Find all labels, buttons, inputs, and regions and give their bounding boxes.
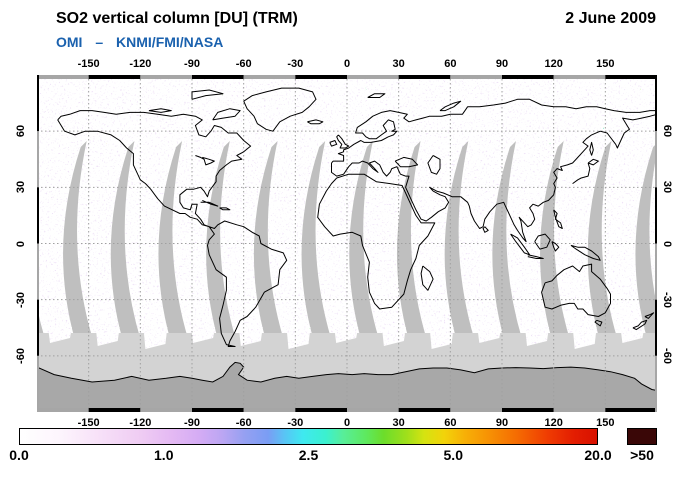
lon-tick-label-top: 120 xyxy=(544,58,563,70)
siberia-noise-band xyxy=(317,125,657,143)
lon-tick-label-bottom: -30 xyxy=(287,417,304,429)
coastlines xyxy=(57,87,657,347)
lat-tick-label-left: -30 xyxy=(15,291,27,308)
zebra-frame xyxy=(37,75,657,412)
lon-tick-label-top: 30 xyxy=(392,58,405,70)
lat-tick-label-right: 60 xyxy=(661,125,673,138)
figure-title: SO2 vertical column [DU] (TRM) xyxy=(56,10,298,27)
lat-tick-label-right: -30 xyxy=(661,291,673,308)
lat-tick-label-left: 0 xyxy=(15,240,27,247)
lon-tick-label-bottom: -150 xyxy=(77,417,100,429)
lon-tick-label-top: 0 xyxy=(343,58,351,70)
lon-tick-label-bottom: 30 xyxy=(392,417,405,429)
lat-tick-label-left: 60 xyxy=(15,125,27,138)
lon-tick-label-bottom: -90 xyxy=(184,417,200,429)
lon-tick-label-top: -120 xyxy=(129,58,152,70)
lon-tick-label-top: 150 xyxy=(596,58,615,70)
lon-tick-label-top: -60 xyxy=(235,58,252,70)
antarctica-coastline xyxy=(37,361,657,391)
colorbar-tick-label: 20.0 xyxy=(584,447,612,463)
lon-tick-label-top: -150 xyxy=(77,58,100,70)
colorbar-overflow-label: >50 xyxy=(630,447,654,463)
graticule xyxy=(37,75,657,412)
subtitle-separator: – xyxy=(95,34,104,50)
lon-tick-label-top: 60 xyxy=(444,58,457,70)
canada-noise-band xyxy=(97,125,317,143)
lon-tick-label-top: -30 xyxy=(287,58,304,70)
lon-tick-label-top: 90 xyxy=(495,58,509,70)
colorbar-tick-label: 0.0 xyxy=(9,447,29,463)
colorbar-overflow-box xyxy=(627,428,657,445)
lon-tick-label-bottom: 60 xyxy=(444,417,457,429)
institutions-label: KNMI/FMI/NASA xyxy=(116,34,224,50)
lon-tick-label-bottom: -120 xyxy=(129,417,152,429)
instrument-label: OMI xyxy=(56,34,83,50)
lon-tick-label-bottom: 0 xyxy=(343,417,351,429)
colorbar-tick-label: 1.0 xyxy=(154,447,174,463)
lat-tick-label-right: 30 xyxy=(661,181,673,194)
colorbar-tick-label: 5.0 xyxy=(443,447,463,463)
lat-tick-label-right: 0 xyxy=(661,240,673,247)
colorbar-gradient xyxy=(19,428,598,445)
colorbar xyxy=(19,428,598,445)
lat-tick-label-left: -60 xyxy=(15,347,27,364)
lon-tick-label-bottom: 150 xyxy=(596,417,615,429)
lon-tick-label-bottom: 120 xyxy=(544,417,563,429)
figure-date: 2 June 2009 xyxy=(565,10,656,27)
colorbar-tick-label: 2.5 xyxy=(298,447,319,463)
arctic-noise-band xyxy=(207,83,657,100)
lat-tick-label-right: -60 xyxy=(661,347,673,364)
lon-tick-label-top: -90 xyxy=(184,58,200,70)
figure-subtitle: OMI – KNMI/FMI/NASA xyxy=(56,34,232,50)
world-map-plot xyxy=(37,75,657,412)
lon-tick-label-bottom: -60 xyxy=(235,417,252,429)
lon-tick-label-bottom: 90 xyxy=(495,417,509,429)
lat-tick-label-left: 30 xyxy=(15,181,27,194)
